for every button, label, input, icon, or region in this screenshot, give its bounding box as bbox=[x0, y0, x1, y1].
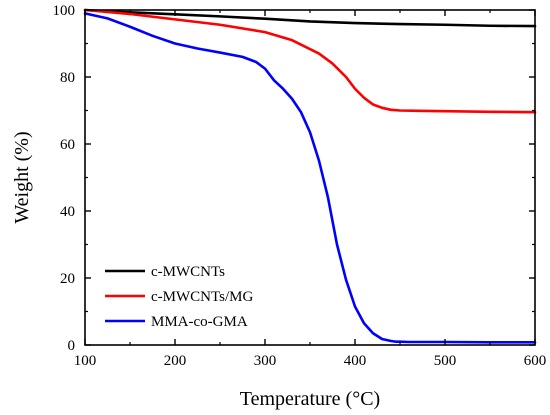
y-tick-label: 60 bbox=[60, 137, 75, 153]
x-tick-label: 500 bbox=[434, 353, 457, 369]
legend: c-MWCNTs c-MWCNTs/MG MMA-co-GMA bbox=[105, 264, 253, 330]
series-line-mma-co-gma bbox=[83, 12, 537, 344]
series-group bbox=[83, 8, 537, 344]
y-tick-label: 40 bbox=[60, 204, 75, 220]
x-tick-label: 300 bbox=[254, 353, 277, 369]
series-line-c-mwcnts-mg bbox=[83, 8, 537, 114]
y-tick-label: 0 bbox=[68, 338, 76, 354]
legend-label: c-MWCNTs bbox=[151, 264, 225, 280]
x-tick-label: 400 bbox=[344, 353, 367, 369]
y-tick-label: 80 bbox=[60, 70, 75, 86]
series-line-c-mwcnts bbox=[83, 8, 537, 28]
axis-ticks bbox=[84, 9, 536, 346]
x-axis-title: Temperature (°C) bbox=[240, 388, 380, 410]
y-tick-label: 20 bbox=[60, 271, 75, 287]
y-axis-title: Weight (%) bbox=[11, 131, 33, 223]
x-tick-label: 100 bbox=[74, 353, 97, 369]
axis-tick-labels: 100 200 300 400 500 600 0 20 40 60 80 100 bbox=[53, 3, 547, 369]
x-tick-label: 600 bbox=[524, 353, 547, 369]
legend-label: c-MWCNTs/MG bbox=[151, 289, 253, 305]
axis-titles: Temperature (°C) Weight (%) bbox=[11, 131, 380, 410]
plot-background bbox=[85, 10, 535, 345]
plot-area bbox=[85, 10, 535, 345]
legend-label: MMA-co-GMA bbox=[151, 314, 248, 330]
y-tick-label: 100 bbox=[53, 3, 76, 19]
x-tick-label: 200 bbox=[164, 353, 187, 369]
